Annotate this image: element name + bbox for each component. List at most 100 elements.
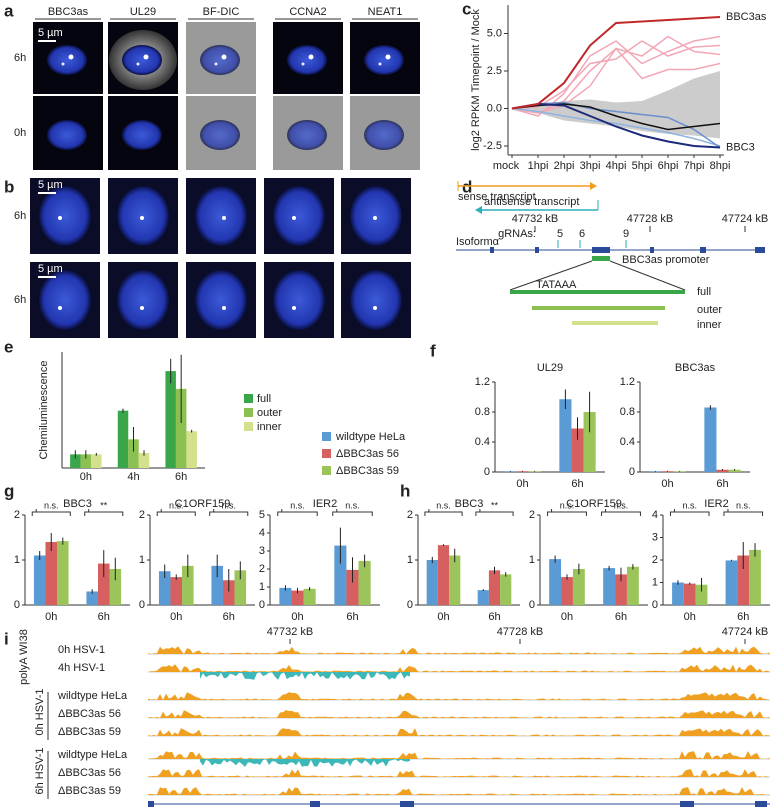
bar [426, 560, 438, 605]
nucleus [350, 270, 402, 330]
y-tick-label: 0 [259, 599, 265, 611]
bar [571, 428, 584, 472]
bar [683, 583, 696, 605]
transcript-label: sense transcript [458, 191, 536, 203]
y-tick-label: 2 [407, 509, 413, 521]
spot [301, 62, 305, 66]
significance-bracket [156, 509, 196, 516]
panel-letter: e [4, 337, 13, 356]
panel-letter: h [400, 481, 410, 500]
nucleus [122, 120, 162, 150]
bar [109, 569, 122, 605]
series-line [511, 102, 721, 149]
line-label: BBC3as [726, 11, 767, 23]
construct [510, 290, 685, 294]
spot [378, 62, 382, 66]
construct [532, 306, 665, 310]
exon [310, 801, 320, 807]
y-tick-label: 0 [629, 466, 635, 478]
spot [136, 62, 140, 66]
nucleus [195, 270, 247, 330]
significance-label: ** [100, 500, 108, 510]
bar [716, 469, 729, 472]
significance-bracket [332, 509, 373, 516]
scale-bar-label: 5 µm [38, 263, 63, 275]
y-tick-label: 0.4 [475, 436, 490, 448]
exon [680, 801, 694, 807]
bar [291, 590, 304, 605]
x-tick-label: 1hpi [528, 160, 549, 172]
coverage [148, 646, 770, 654]
legend-swatch [322, 432, 331, 441]
group-label: polyA WI38 [18, 629, 30, 685]
y-tick-label: 4 [259, 527, 265, 539]
bar [165, 371, 176, 468]
x-tick-label: 6h [175, 471, 187, 483]
track-label: 0h HSV-1 [58, 644, 105, 656]
coverage [148, 751, 770, 759]
column-label: NEAT1 [368, 6, 403, 18]
significance-label: n.s. [169, 500, 184, 510]
x-tick-label: 0h [661, 478, 673, 490]
y-tick-label: 0.8 [475, 406, 490, 418]
spot [292, 306, 296, 310]
zoom-line [509, 260, 593, 291]
y-tick-label: 5 [259, 509, 265, 521]
antisense-coverage [200, 672, 410, 680]
bar [234, 570, 247, 605]
x-tick-label: 0h [291, 611, 303, 623]
x-tick-label: 6h [716, 478, 728, 490]
bar [603, 568, 616, 605]
x-tick-label: 8hpi [710, 160, 731, 172]
y-tick-label: 0 [529, 599, 535, 611]
significance-label: n.s. [221, 500, 236, 510]
bar [222, 580, 235, 605]
spot [140, 306, 144, 310]
legend-label: ΔBBC3as 59 [336, 465, 399, 477]
construct-label: inner [697, 319, 722, 331]
coordinate-label: 47728 kB [627, 213, 673, 225]
nucleus [287, 45, 327, 75]
bar [91, 454, 102, 468]
spot [61, 62, 65, 66]
grna-number: 6 [579, 228, 585, 240]
x-tick-label: 4hpi [606, 160, 627, 172]
nucleus [117, 186, 169, 246]
series-line [511, 40, 721, 110]
panel-letter: d [462, 177, 472, 196]
significance-bracket [424, 509, 463, 516]
nucleus [364, 120, 404, 150]
series-line [511, 47, 721, 114]
spot [222, 306, 226, 310]
bar [749, 549, 761, 605]
x-tick-label: 6h [223, 611, 235, 623]
x-tick-label: 6h [98, 611, 110, 623]
legend-label: wildtype HeLa [335, 431, 406, 443]
column-label: BF-DIC [203, 6, 240, 18]
y-tick-label: 1 [259, 581, 265, 593]
exon [490, 247, 494, 253]
bar [615, 574, 627, 605]
spot [140, 216, 144, 220]
coordinate-label: 47724 kB [722, 626, 768, 638]
y-tick-label: 2 [652, 554, 658, 566]
chart-title: IER2 [704, 498, 728, 510]
exon [400, 801, 414, 807]
significance-label: ** [491, 500, 499, 510]
nucleus [117, 270, 169, 330]
spot [58, 306, 62, 310]
x-tick-label: 7hpi [684, 160, 705, 172]
significance-label: n.s. [682, 500, 697, 510]
significance-bracket [209, 509, 249, 516]
nucleus [195, 186, 247, 246]
y-tick-label: 2 [14, 509, 20, 521]
coverage [148, 710, 770, 718]
spot [385, 54, 391, 60]
construct-label: full [697, 286, 711, 298]
construct-label: outer [697, 304, 722, 316]
legend-label: ΔBBC3as 56 [336, 448, 399, 460]
coverage [148, 787, 770, 795]
y-tick-label: -2.5 [483, 140, 502, 152]
arrowhead [590, 182, 597, 190]
